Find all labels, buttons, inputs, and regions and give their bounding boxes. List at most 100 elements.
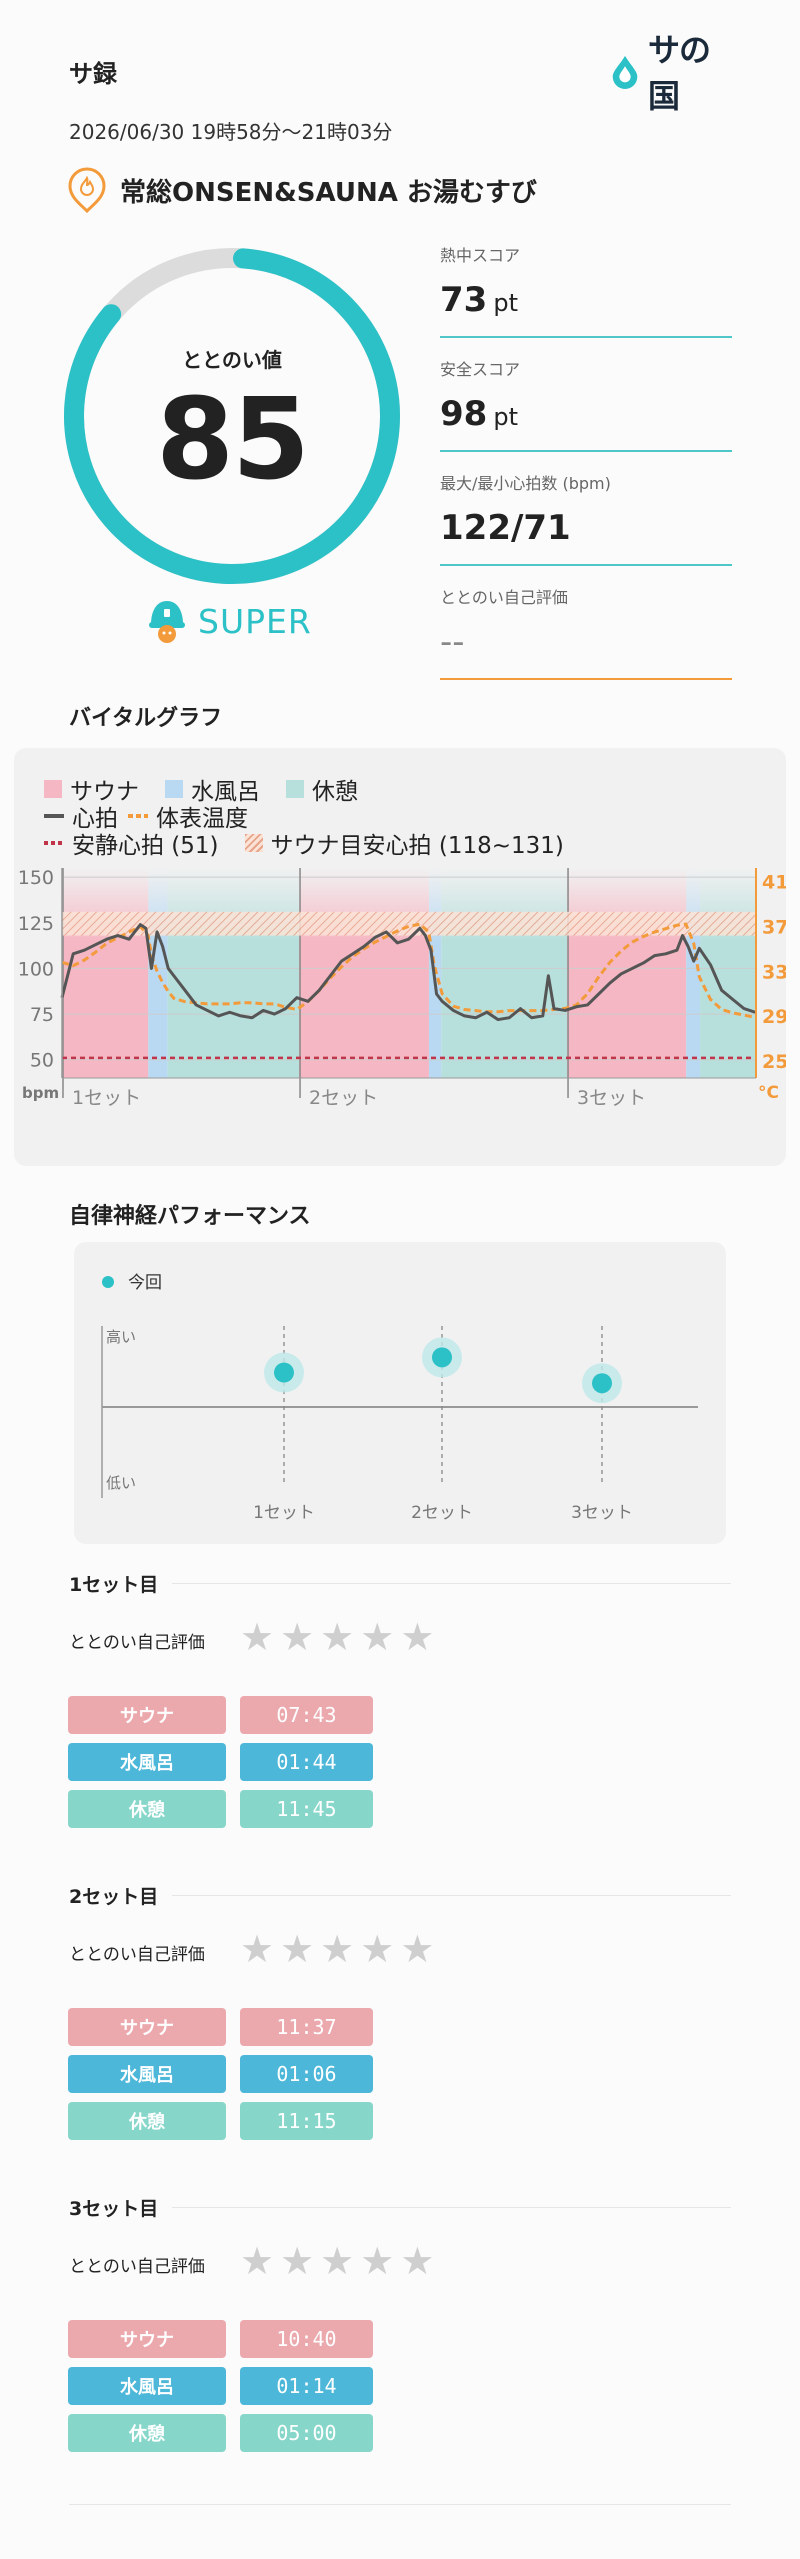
data-point [274,1362,294,1383]
facility-row[interactable]: 常総ONSEN&SAUNA お湯むすび [66,166,537,214]
totonoi-ring-gauge [64,248,400,584]
star-icon[interactable]: ★ [320,2239,355,2283]
set-2-self-label: ととのい自己評価 [69,1945,205,1965]
safety-score: 安全スコア 98 pt [440,356,732,452]
set-2-rating-stars[interactable]: ★ ★ ★ ★ ★ [240,1930,434,1968]
set-label: 1セット [72,1087,141,1109]
autonomic-chart: 今回 高い 低い 1セット 2セット 3セット [101,1273,698,1523]
star-icon[interactable]: ★ [360,2239,395,2283]
y2-tick-label: 41 [762,871,786,893]
star-icon[interactable]: ★ [240,1615,275,1659]
heart-rate-label: 最大/最小心拍数 (bpm) [440,474,611,493]
star-icon[interactable]: ★ [360,1615,395,1659]
y-tick-label: 100 [18,958,54,980]
heat-score-value: 73 pt [440,280,732,338]
set-3-sauna-tag: サウナ [68,2320,226,2358]
safety-score-value: 98 pt [440,394,732,452]
totonoi-ring-arc [64,248,400,584]
phase-band-mizu [148,868,168,1078]
set-3-mizu-time: 01:14 [240,2367,373,2405]
set-2-mizu-tag: 水風呂 [68,2055,226,2093]
sauna-hat-icon [149,601,185,643]
vital-legend-row1: サウナ 水風呂 休憩 [44,772,384,806]
star-icon[interactable]: ★ [400,1615,435,1659]
rank-label: SUPER [198,601,312,641]
legend-current: 今回 [128,1273,162,1293]
y2-tick-label: 29 [762,1006,786,1028]
star-icon[interactable]: ★ [240,2239,275,2283]
self-evaluation-label: ととのい自己評価 [440,588,568,607]
star-icon[interactable]: ★ [400,1927,435,1971]
safety-score-label: 安全スコア [440,360,521,379]
set-2-mizu-time: 01:06 [240,2055,373,2093]
set-2-rest-tag: 休憩 [68,2102,226,2140]
set-2-title: 2セット目 [69,1882,731,1909]
set-3-rating-stars[interactable]: ★ ★ ★ ★ ★ [240,2242,434,2280]
phase-band-rest [441,868,568,1078]
set-1-mizu-tag: 水風呂 [68,1743,226,1781]
vital-legend-row3: 安静心拍 (51) サウナ目安心拍 (118~131) [44,826,590,860]
set-1-rating-stars[interactable]: ★ ★ ★ ★ ★ [240,1618,434,1656]
y-tick-label: 50 [30,1050,54,1072]
axis-low-label: 低い [106,1474,136,1492]
temp-line [61,922,756,1019]
app-logo: サの国 [608,31,736,115]
set-3-rest-tag: 休憩 [68,2414,226,2452]
y-tick-label: 150 [18,867,54,889]
rank-row: SUPER [146,598,312,644]
vital-graph-title: バイタルグラフ [69,706,223,731]
legend-heart: 心拍 [44,799,118,833]
data-point [592,1373,612,1394]
set-axis-label: 2セット [411,1503,473,1523]
vital-chart: 150 125 100 75 50 41 37 33 29 25 bpm °C 1セット 2セット 3セット [18,867,786,1109]
star-icon[interactable]: ★ [280,1927,315,1971]
set-2-sauna-tag: サウナ [68,2008,226,2046]
legend-temp: 体表温度 [128,799,248,833]
legend-resting: 安静心拍 (51) [44,826,219,860]
star-icon[interactable]: ★ [280,1615,315,1659]
set-axis-label: 1セット [253,1503,315,1523]
legend-sauna: サウナ [44,772,139,806]
autonomic-title: 自律神経パフォーマンス [69,1204,311,1229]
location-pin-icon [68,167,106,214]
y2-tick-label: 37 [762,916,786,938]
set-1-self-label: ととのい自己評価 [69,1633,205,1653]
star-icon[interactable]: ★ [400,2239,435,2283]
axis-high-label: 高い [106,1328,136,1346]
set-3-title: 3セット目 [69,2194,731,2221]
data-point [432,1347,452,1368]
star-icon[interactable]: ★ [240,1927,275,1971]
totonoi-value: 85 [156,375,310,505]
y2-tick-label: 25 [762,1051,786,1073]
y-tick-label: 75 [30,1004,54,1026]
legend-rest: 休憩 [286,772,358,806]
phase-band-mizu [686,868,701,1078]
heart-rate-range: 最大/最小心拍数 (bpm) 122/71 [440,470,732,566]
star-icon[interactable]: ★ [320,1615,355,1659]
set-3-mizu-tag: 水風呂 [68,2367,226,2405]
set-3-self-label: ととのい自己評価 [69,2257,205,2277]
set-1-rest-time: 11:45 [240,1790,373,1828]
star-icon[interactable]: ★ [320,1927,355,1971]
y-tick-label: 125 [18,913,54,935]
set-1-sauna-time: 07:43 [240,1696,373,1734]
star-icon[interactable]: ★ [360,1927,395,1971]
legend-current-dot [102,1276,114,1288]
session-datetime: 2026/06/30 19時58分～21時03分 [69,120,393,144]
heat-score-label: 熱中スコア [440,246,521,265]
heart-rate-value: 122/71 [440,508,732,566]
set-3-sauna-time: 10:40 [240,2320,373,2358]
heat-score: 熱中スコア 73 pt [440,242,732,338]
y-axis-unit: bpm [22,1084,59,1102]
self-evaluation[interactable]: ととのい自己評価 -- [440,584,732,680]
y2-axis-unit: °C [758,1083,779,1103]
phase-band-sauna [299,868,429,1078]
legend-mizu: 水風呂 [165,772,260,806]
self-evaluation-value[interactable]: -- [440,622,732,680]
water-drop-icon [612,55,638,89]
set-1-mizu-time: 01:44 [240,1743,373,1781]
star-icon[interactable]: ★ [280,2239,315,2283]
facility-name: 常総ONSEN&SAUNA お湯むすび [120,177,537,208]
phase-band-sauna [567,868,687,1078]
set-3-rest-time: 05:00 [240,2414,373,2452]
